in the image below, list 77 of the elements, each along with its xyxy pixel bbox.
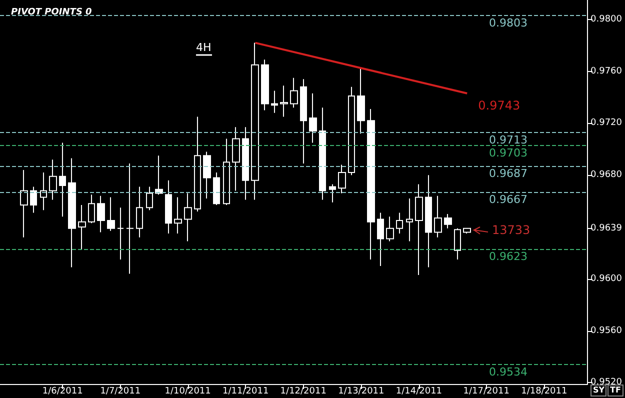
- candlestick: [97, 195, 105, 233]
- y-tick-label: 0.9560: [590, 326, 622, 336]
- candlestick: [396, 212, 403, 234]
- candlestick: [40, 172, 47, 211]
- candlestick: [367, 108, 375, 260]
- y-tick-label: 0.9600: [590, 274, 622, 284]
- candlestick: [184, 192, 192, 242]
- candlestick: [203, 151, 211, 199]
- x-tick-label: 1/14/2011: [396, 386, 442, 396]
- candlestick: [30, 186, 37, 214]
- candlestick: [68, 158, 76, 268]
- candlestick: [194, 116, 201, 212]
- annotation: 4H: [196, 41, 212, 54]
- candlestick: [377, 212, 384, 266]
- candlestick: [107, 196, 115, 232]
- x-tick-label: 1/7/2011: [100, 386, 141, 396]
- candlestick: [59, 142, 66, 218]
- candlestick: [357, 66, 365, 134]
- candlestick: [126, 162, 134, 274]
- ref-line-label: 0.9687: [489, 167, 528, 180]
- y-tick-label: 0.9760: [590, 66, 622, 76]
- candlestick: [338, 164, 346, 194]
- x-tick-label: 1/11/2011: [222, 386, 269, 396]
- annotation: 13733: [492, 223, 530, 237]
- candlestick: [49, 159, 57, 200]
- y-tick-label: 0.9680: [590, 170, 622, 180]
- candlestick: [165, 180, 172, 234]
- candlestick: [463, 228, 471, 234]
- x-tick-label: 1/6/2011: [42, 386, 83, 396]
- candlestick: [232, 126, 240, 192]
- candlestick: [251, 42, 259, 200]
- candlestick: [155, 155, 163, 196]
- candlestick: [213, 172, 220, 206]
- candlestick: [290, 77, 298, 108]
- candlestick: [406, 198, 413, 242]
- ref-line-label: 0.9703: [489, 146, 528, 160]
- candlestick: [223, 138, 230, 206]
- candlestick: [309, 92, 317, 144]
- candlestick: [434, 195, 442, 238]
- x-tick-label: 1/18/2011: [521, 386, 568, 396]
- candlestick: [386, 216, 394, 242]
- candlestick: [444, 214, 452, 229]
- candlestick: [117, 207, 124, 260]
- candlestick: [20, 169, 28, 238]
- candlestick: [319, 107, 326, 200]
- candlestick: [271, 90, 278, 114]
- ref-line-label: 0.9534: [489, 366, 528, 379]
- candlestick: [88, 194, 95, 224]
- ref-line-label: 0.9667: [489, 193, 528, 206]
- y-tick-label: 0.9520: [590, 378, 622, 388]
- y-tick-label: 0.9800: [590, 14, 622, 24]
- ref-line-label: 0.9713: [489, 133, 528, 146]
- ref-line-label: 0.9623: [489, 250, 528, 264]
- candlestick: [136, 186, 143, 238]
- text: PIVOT POINTS 0: [11, 8, 92, 18]
- candlestick: [280, 85, 288, 118]
- ref-line-label: 0.9803: [489, 16, 528, 30]
- x-tick-label: 1/13/2011: [338, 386, 384, 396]
- text: TF: [610, 386, 621, 394]
- candlestick: [329, 184, 336, 203]
- candlestick: [174, 196, 182, 234]
- candlestick: [300, 78, 307, 164]
- candlestick: [348, 86, 355, 176]
- x-tick-label: 1/17/2011: [463, 386, 510, 396]
- candlestick: [242, 126, 249, 200]
- y-tick-label: 0.9720: [590, 118, 622, 128]
- x-tick-label: 1/10/2011: [164, 386, 211, 396]
- candlestick: [425, 174, 432, 268]
- x-tick-label: 1/12/2011: [280, 386, 326, 396]
- candlestick: [78, 204, 86, 250]
- text: SY: [593, 386, 605, 394]
- candlestick: [261, 59, 269, 111]
- candlestick: [415, 184, 423, 276]
- candlestick: [454, 228, 461, 260]
- candlestick: [146, 186, 153, 211]
- y-tick-label: 0.9639: [590, 223, 622, 234]
- data-label: 0.9743: [478, 98, 520, 112]
